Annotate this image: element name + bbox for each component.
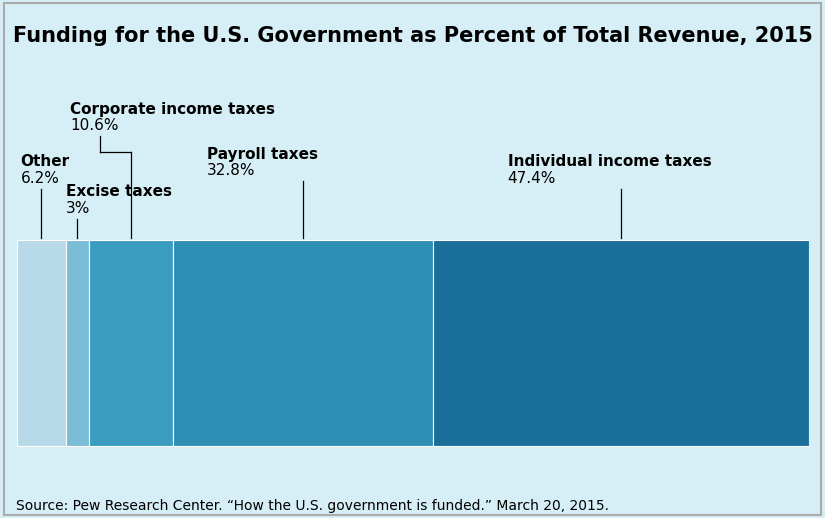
Text: 32.8%: 32.8% — [206, 163, 255, 178]
Bar — [16, 240, 66, 447]
Text: Corporate income taxes: Corporate income taxes — [70, 102, 276, 117]
Text: 3%: 3% — [66, 201, 90, 216]
Bar — [66, 240, 89, 447]
Text: Funding for the U.S. Government as Percent of Total Revenue, 2015: Funding for the U.S. Government as Perce… — [12, 26, 813, 46]
Text: Payroll taxes: Payroll taxes — [206, 147, 318, 162]
Bar — [173, 240, 433, 447]
Text: Excise taxes: Excise taxes — [66, 184, 172, 199]
Text: Source: Pew Research Center. “How the U.S. government is funded.” March 20, 2015: Source: Pew Research Center. “How the U.… — [16, 499, 610, 513]
Bar — [433, 240, 808, 447]
Text: 47.4%: 47.4% — [507, 171, 556, 186]
Text: Other: Other — [21, 154, 69, 169]
Text: 6.2%: 6.2% — [21, 171, 59, 186]
Bar — [89, 240, 173, 447]
Text: 10.6%: 10.6% — [70, 119, 119, 134]
Text: Individual income taxes: Individual income taxes — [507, 154, 711, 169]
